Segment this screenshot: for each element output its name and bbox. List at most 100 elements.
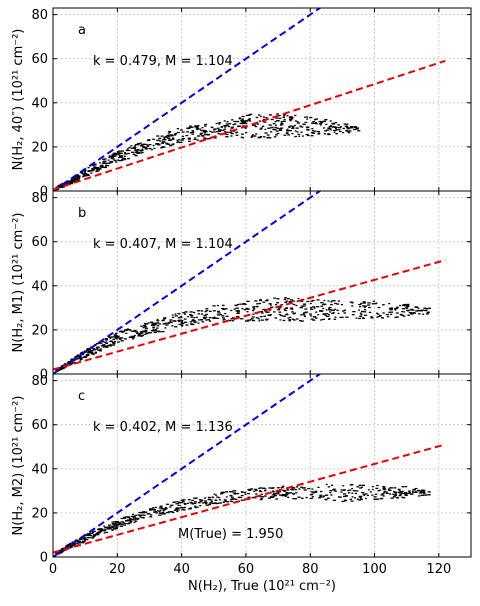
scatter-point — [170, 134, 173, 136]
scatter-point — [262, 125, 265, 127]
scatter-point — [358, 495, 362, 498]
scatter-point — [191, 319, 195, 321]
reference-lines — [53, 374, 446, 557]
scatter-point — [289, 116, 293, 118]
scatter-point — [202, 316, 206, 319]
scatter-point — [412, 491, 415, 493]
scatter-point — [64, 545, 68, 547]
scatter-point — [300, 320, 303, 322]
y-tick-label: 20 — [31, 323, 48, 338]
scatter-point — [125, 329, 129, 331]
scatter-point — [422, 313, 425, 315]
scatter-point — [91, 168, 95, 171]
scatter-point — [167, 137, 171, 140]
scatter-point — [118, 159, 122, 162]
scatter-point — [79, 352, 82, 355]
scatter-point — [267, 127, 271, 129]
scatter-point — [250, 136, 253, 138]
scatter-point — [409, 309, 413, 311]
scatter-point — [357, 130, 361, 132]
scatter-point — [385, 313, 389, 316]
scatter-point — [142, 145, 145, 148]
scatter-point — [129, 520, 132, 522]
scatter-point — [199, 133, 202, 135]
scatter-point — [223, 124, 227, 127]
scatter-point — [124, 153, 128, 155]
scatter-point — [170, 321, 173, 324]
scatter-point — [164, 508, 168, 510]
scatter-point — [282, 120, 286, 122]
scatter-point — [291, 318, 295, 320]
scatter-point — [414, 491, 417, 493]
scatter-point — [239, 496, 243, 499]
scatter-point — [292, 125, 295, 128]
scatter-point — [292, 498, 295, 500]
scatter-point — [185, 324, 189, 326]
scatter-point — [127, 516, 131, 518]
scatter-point — [350, 484, 354, 486]
scatter-point — [307, 134, 310, 137]
scatter-point — [224, 312, 227, 315]
scatter-point — [241, 133, 244, 135]
scatter-point — [349, 498, 352, 500]
scatter-point — [380, 494, 384, 496]
scatter-point — [103, 344, 106, 346]
scatter-point — [251, 134, 254, 136]
scatter-point — [319, 310, 323, 312]
scatter-point — [171, 314, 174, 316]
scatter-point — [399, 313, 403, 316]
scatter-point — [269, 304, 272, 306]
scatter-point — [215, 122, 218, 125]
scatter-point — [176, 139, 179, 141]
scatter-point — [263, 495, 267, 497]
scatter-point — [180, 322, 183, 324]
scatter-point — [103, 160, 107, 163]
scatter-point — [273, 128, 277, 131]
scatter-point — [111, 336, 115, 338]
scatter-point — [381, 493, 385, 495]
scatter-point — [201, 127, 204, 129]
scatter-point — [322, 496, 325, 498]
scatter-point — [140, 516, 144, 519]
scatter-point — [377, 313, 380, 315]
scatter-point — [126, 148, 129, 150]
y-axis-label: N(H₂, M1) (10²¹ cm⁻²) — [11, 213, 26, 353]
scatter-point — [73, 179, 77, 181]
scatter-point — [135, 143, 139, 146]
scatter-point — [196, 316, 199, 318]
scatter-point — [231, 119, 234, 121]
scatter-point — [195, 497, 198, 499]
scatter-point — [426, 312, 429, 314]
scatter-point — [180, 499, 184, 502]
scatter-point — [194, 506, 198, 509]
scatter-point — [261, 487, 266, 489]
scatter-point — [84, 175, 88, 177]
scatter-point — [70, 182, 74, 184]
scatter-point — [216, 304, 220, 307]
scatter-point — [168, 130, 171, 133]
scatter-point — [302, 305, 306, 307]
scatter-point — [207, 319, 211, 321]
scatter-point — [151, 148, 153, 151]
scatter-point — [359, 306, 362, 308]
scatter-point — [248, 489, 252, 491]
scatter-point — [252, 124, 256, 126]
scatter-point — [163, 139, 167, 141]
scatter-point — [401, 490, 404, 492]
scatter-point — [323, 495, 325, 497]
scatter-point — [277, 120, 280, 122]
scatter-point — [274, 120, 277, 123]
scatter-point — [225, 315, 229, 317]
scatter-point — [232, 123, 236, 126]
scatter-point — [289, 316, 292, 319]
scatter-point — [162, 510, 165, 512]
scatter-point — [91, 537, 94, 539]
scatter-point — [334, 308, 337, 310]
scatter-point — [114, 528, 117, 530]
scatter-point — [193, 321, 198, 323]
scatter-point — [337, 496, 341, 498]
scatter-point — [325, 309, 328, 311]
scatter-point — [292, 300, 295, 302]
y-tick-label: 20 — [31, 506, 48, 521]
scatter-point — [59, 550, 64, 553]
